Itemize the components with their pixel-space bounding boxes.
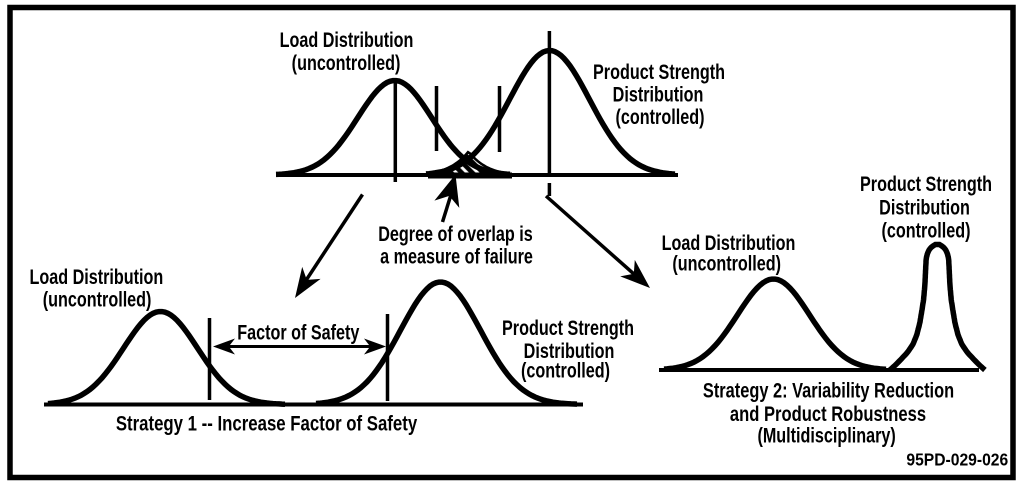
svg-text:(uncontrolled): (uncontrolled)	[43, 288, 152, 312]
svg-text:Strategy 1 -- Increase Factor: Strategy 1 -- Increase Factor of Safety	[116, 413, 418, 436]
svg-text:(controlled): (controlled)	[882, 218, 971, 242]
svg-text:Strategy 2: Variability Reduct: Strategy 2: Variability Reduction	[703, 379, 954, 402]
svg-text:(controlled): (controlled)	[616, 105, 705, 129]
svg-text:and Product Robustness: and Product Robustness	[730, 403, 926, 426]
svg-text:Load Distribution: Load Distribution	[30, 265, 164, 289]
svg-text:(uncontrolled): (uncontrolled)	[292, 51, 401, 75]
svg-text:(controlled): (controlled)	[521, 358, 610, 382]
svg-text:Product Strength: Product Strength	[593, 60, 725, 84]
svg-text:Product Strength: Product Strength	[502, 316, 634, 340]
svg-text:Distribution: Distribution	[613, 82, 704, 106]
svg-text:a measure of failure: a measure of failure	[380, 244, 533, 268]
svg-text:Factor of Safety: Factor of Safety	[237, 320, 360, 344]
svg-text:Load Distribution: Load Distribution	[280, 28, 414, 52]
svg-text:(uncontrolled): (uncontrolled)	[672, 251, 781, 275]
svg-text:95PD-029-026: 95PD-029-026	[906, 449, 1008, 469]
svg-text:(Multidisciplinary): (Multidisciplinary)	[757, 423, 895, 447]
svg-text:Degree of overlap is: Degree of overlap is	[378, 222, 533, 246]
svg-text:Product Strength: Product Strength	[860, 172, 992, 196]
svg-text:Distribution: Distribution	[524, 339, 615, 363]
svg-text:Distribution: Distribution	[879, 195, 970, 219]
svg-text:Load Distribution: Load Distribution	[662, 231, 796, 255]
